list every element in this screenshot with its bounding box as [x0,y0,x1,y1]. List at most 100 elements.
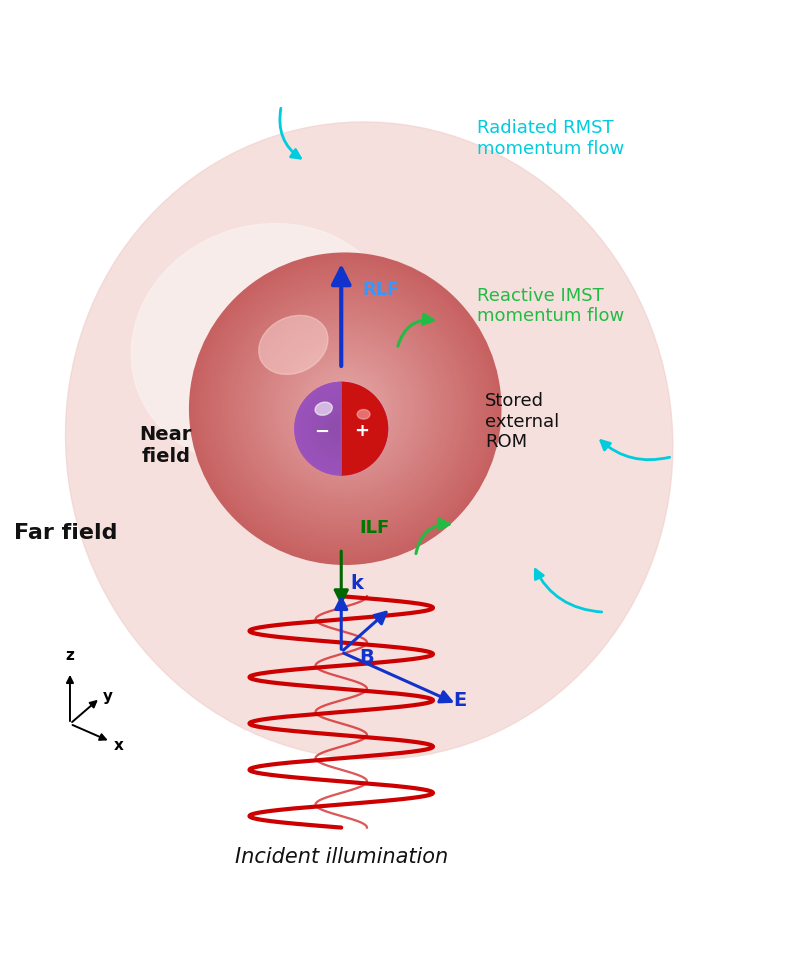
Circle shape [278,342,412,476]
Circle shape [319,407,363,452]
Circle shape [331,419,351,439]
Circle shape [302,389,381,469]
Circle shape [204,268,487,551]
Circle shape [320,408,362,451]
Circle shape [312,400,371,459]
Circle shape [338,402,353,417]
Circle shape [255,319,435,500]
Circle shape [306,394,377,465]
Circle shape [339,427,343,431]
Circle shape [331,395,359,423]
Circle shape [295,360,395,459]
Circle shape [333,397,358,422]
Circle shape [337,424,346,434]
Circle shape [302,390,380,468]
Circle shape [206,271,484,548]
Circle shape [318,381,374,437]
Circle shape [344,408,346,411]
Circle shape [213,277,478,542]
Circle shape [333,421,350,437]
Circle shape [313,377,378,442]
Circle shape [303,391,379,467]
Circle shape [301,388,382,469]
Circle shape [285,349,406,469]
Circle shape [314,402,369,457]
Circle shape [234,299,456,519]
Circle shape [239,303,451,515]
Circle shape [211,276,479,543]
Circle shape [267,332,423,487]
Circle shape [280,344,410,474]
Circle shape [310,374,381,445]
Circle shape [313,401,370,458]
Circle shape [330,419,352,440]
Circle shape [242,307,448,511]
Circle shape [314,378,376,440]
Circle shape [218,282,473,537]
Circle shape [332,420,350,438]
Circle shape [325,389,366,429]
Circle shape [336,423,346,435]
Circle shape [224,289,466,530]
Circle shape [219,284,471,535]
Circle shape [264,329,426,490]
Circle shape [283,347,407,471]
Circle shape [298,386,384,471]
Circle shape [230,294,460,524]
Circle shape [296,384,386,474]
Circle shape [216,281,474,538]
Circle shape [302,366,389,453]
Circle shape [307,395,375,464]
Circle shape [295,383,387,475]
Circle shape [321,409,362,450]
Circle shape [241,305,450,513]
Circle shape [334,398,356,421]
Circle shape [339,403,351,416]
Circle shape [315,403,367,455]
Circle shape [324,412,359,447]
Text: k: k [351,573,364,593]
Circle shape [290,353,402,466]
Circle shape [314,402,368,456]
Circle shape [282,345,409,473]
Circle shape [246,310,445,509]
Circle shape [275,339,415,479]
Text: Radiated RMST
momentum flow: Radiated RMST momentum flow [477,119,624,157]
Ellipse shape [258,316,328,375]
Circle shape [257,321,434,498]
Text: B: B [359,646,374,666]
Circle shape [323,387,367,431]
Circle shape [330,418,354,441]
Circle shape [194,258,496,560]
Ellipse shape [357,410,370,420]
Circle shape [232,295,458,523]
Circle shape [208,273,482,546]
Circle shape [330,394,361,424]
Circle shape [254,318,437,501]
Text: Incident illumination: Incident illumination [234,846,448,866]
Circle shape [308,396,374,463]
Circle shape [277,341,414,477]
Circle shape [328,392,362,426]
Circle shape [328,417,354,442]
Circle shape [334,422,349,436]
Circle shape [341,405,350,414]
Circle shape [238,302,453,516]
Circle shape [201,265,490,554]
Circle shape [221,285,470,534]
Circle shape [290,355,400,464]
Text: z: z [66,647,74,663]
Text: −: − [314,422,329,441]
Circle shape [274,337,417,481]
Circle shape [288,352,402,467]
Circle shape [292,356,398,463]
Circle shape [210,274,481,545]
Circle shape [310,399,372,460]
Circle shape [342,406,348,413]
Text: Near
field: Near field [139,424,192,466]
Ellipse shape [131,224,400,467]
Circle shape [266,330,425,489]
Circle shape [310,398,373,461]
Circle shape [222,287,468,532]
Circle shape [297,385,386,473]
